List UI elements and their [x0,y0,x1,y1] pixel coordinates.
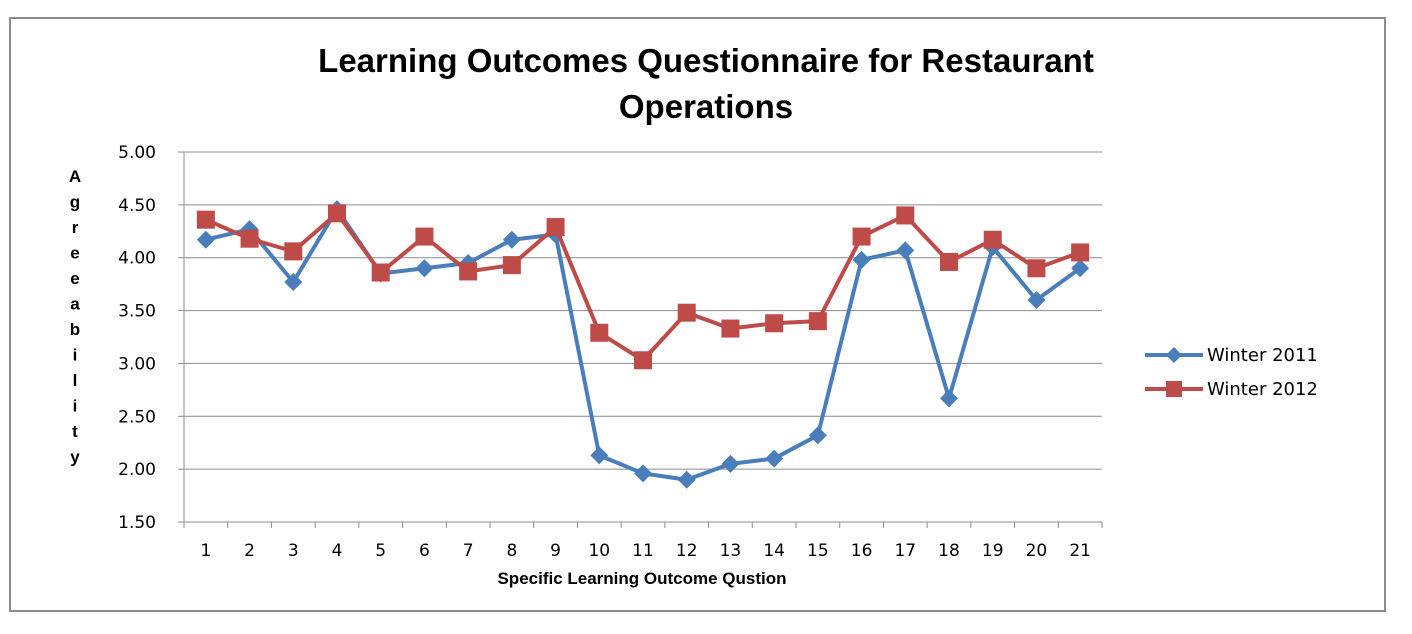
x-tick-label: 12 [676,541,698,561]
legend-swatch-winter-2012 [1145,381,1203,397]
x-tick-label: 18 [938,541,960,561]
data-point [852,227,871,246]
y-tick-label: 3.50 [118,302,156,322]
data-point [590,446,609,465]
data-point [808,312,827,331]
data-point [721,454,740,473]
chart-title-line-2: Operations [618,88,794,125]
data-point [852,250,871,269]
y-axis-label-letter: l [73,371,78,390]
data-point [1071,259,1090,278]
y-axis-label-letter: i [73,397,78,416]
data-point [328,204,346,223]
legend-swatch-winter-2011 [1145,347,1203,363]
data-point [765,314,784,333]
data-point [284,273,303,292]
data-point [677,470,696,489]
data-point [1027,259,1046,278]
series-winter-2011 [196,200,1090,489]
y-axis-ticks: 1.50 2.00 2.50 3.00 3.50 4.00 4.50 5.00 [118,143,185,533]
x-tick-label: 7 [463,541,474,561]
data-series [196,200,1090,489]
x-tick-label: 4 [332,541,343,561]
y-axis-label-letter: b [70,320,80,339]
data-point [677,303,696,322]
legend-label-winter-2011: Winter 2011 [1207,344,1318,366]
x-tick-label: 1 [200,541,211,561]
series-line [205,211,1081,363]
series-line [205,207,1082,482]
x-tick-label: 6 [419,541,430,561]
data-point [765,449,784,468]
x-tick-label: 21 [1069,541,1091,561]
y-axis-label-letter: y [70,448,80,467]
y-axis-label-letter: r [72,218,79,237]
data-point [546,218,565,237]
data-point [634,464,652,483]
y-tick-label: 3.00 [118,354,156,374]
x-tick-label: 5 [375,541,386,561]
chart-title: Learning Outcomes Questionnaire for Rest… [0,38,1412,130]
data-point [415,259,434,278]
y-axis-label-letter: A [69,167,81,186]
y-tick-label: 1.50 [118,513,156,533]
data-point [459,262,478,281]
x-tick-label: 19 [982,541,1004,561]
x-tick-label: 2 [244,541,255,561]
data-point [1027,291,1046,309]
chart-title-line-1: Learning Outcomes Questionnaire for Rest… [318,42,1094,79]
y-tick-label: 4.00 [118,249,156,269]
x-tick-label: 3 [288,541,299,561]
legend-item-winter-2012: Winter 2012 [1145,372,1318,406]
x-axis: 1 2 3 4 5 6 7 8 9 10 11 12 13 14 15 16 17 18 19 20 21 [183,521,1103,561]
legend-label-winter-2012: Winter 2012 [1207,378,1318,400]
y-axis-label-letter: g [70,193,80,212]
data-point [808,426,827,445]
x-tick-label: 17 [894,541,916,561]
data-point [721,319,740,338]
y-axis-label-letter: e [70,244,79,263]
x-tick-label: 16 [851,541,873,561]
data-point [502,230,521,249]
x-axis-label: Specific Learning Outcome Qustion [497,569,786,588]
data-point [196,230,215,249]
data-point [240,229,259,248]
x-tick-label: 8 [506,541,517,561]
data-point [415,227,434,246]
x-tick-label: 20 [1026,541,1048,561]
data-point [634,351,652,370]
y-tick-label: 2.50 [118,407,156,427]
data-point [940,252,958,271]
y-tick-label: 5.00 [118,143,156,163]
series-winter-2012 [196,204,1090,370]
data-point [896,206,915,225]
x-tick-label: 9 [550,541,561,561]
data-point [983,230,1002,249]
legend-item-winter-2011: Winter 2011 [1145,338,1318,372]
x-tick-label: 13 [720,541,742,561]
x-tick-label: 15 [807,541,829,561]
data-point [371,263,390,282]
y-axis-label-letter: e [70,269,79,288]
data-point [502,256,521,275]
data-point [940,389,958,408]
data-point [1071,243,1090,262]
y-tick-label: 4.50 [118,196,156,216]
y-axis-label-letter: t [72,422,78,441]
data-point [196,210,215,229]
x-tick-label: 14 [763,541,785,561]
x-tick-label: 10 [588,541,610,561]
legend: Winter 2011 Winter 2012 [1145,338,1318,406]
y-tick-label: 2.00 [118,460,156,480]
y-axis-label-letter: a [70,295,80,314]
data-point [284,242,303,261]
data-point [896,241,915,260]
x-tick-label: 11 [632,541,654,561]
data-point [590,323,609,342]
y-axis-label-letter: i [73,346,78,365]
